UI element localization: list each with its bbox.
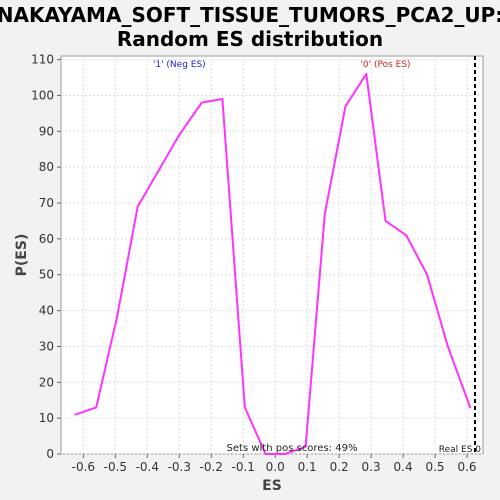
y-tick-label: 20	[39, 375, 54, 389]
x-tick-label: 0.4	[394, 460, 413, 474]
y-tick-label: 80	[39, 160, 54, 174]
annotations-layer: Real ES 0 '1' (Neg ES) '0' (Pos ES) Sets wi…	[153, 60, 481, 455]
data-point	[469, 406, 472, 409]
x-tick-label: -0.5	[104, 460, 127, 474]
y-tick-label: 70	[39, 196, 54, 210]
y-tick-label: 110	[31, 53, 54, 67]
chart-subtitle: Random ES distribution	[117, 27, 383, 51]
data-point	[264, 453, 267, 455]
y-tick-label: 100	[31, 88, 54, 102]
y-tick-label: 90	[39, 124, 54, 138]
data-point	[426, 273, 429, 276]
data-point	[95, 406, 98, 409]
x-tick-label: -0.1	[232, 460, 255, 474]
data-point	[115, 316, 118, 319]
group-annotation: '1' (Neg ES)	[153, 60, 206, 70]
data-point	[221, 98, 224, 101]
data-point	[405, 234, 408, 237]
y-axis-label: P(ES)	[14, 234, 30, 277]
x-tick-label: 0.2	[330, 460, 349, 474]
group-annotation: '0' (Pos ES)	[360, 60, 410, 70]
data-point	[365, 72, 368, 75]
data-point	[178, 133, 181, 136]
chart-title: NAKAYAMA_SOFT_TISSUE_TUMORS_PCA2_UP:	[0, 3, 500, 27]
x-tick-label: 0.1	[298, 460, 317, 474]
x-tick-label: 0.3	[362, 460, 381, 474]
real-es-label: Real ES 0	[439, 445, 482, 455]
x-tick-label: -0.6	[72, 460, 95, 474]
plot-area	[60, 55, 484, 455]
pos-scores-footnote: Sets with pos scores: 49%	[227, 443, 358, 454]
data-point	[384, 219, 387, 222]
y-tick-label: 60	[39, 232, 54, 246]
y-tick-label: 0	[46, 447, 54, 461]
x-tick-label: 0.6	[457, 460, 476, 474]
data-point	[344, 105, 347, 108]
y-tick-label: 50	[39, 268, 54, 282]
x-tick-label: -0.4	[136, 460, 159, 474]
data-point	[446, 345, 449, 348]
data-point	[243, 406, 246, 409]
y-tick-label: 10	[39, 411, 54, 425]
x-axis-label: ES	[262, 478, 282, 494]
x-tick-label: 0.0	[266, 460, 285, 474]
y-tick-label: 40	[39, 304, 54, 318]
series-layer	[74, 56, 477, 455]
x-tick-label: 0.5	[425, 460, 444, 474]
data-point	[323, 212, 326, 215]
data-point	[200, 101, 203, 104]
data-point	[304, 445, 307, 448]
data-point	[136, 205, 139, 208]
data-point	[283, 453, 286, 455]
axis-ticks: 0 10 20 30 40 50 60 70 80 90 100 110 -0.6 -0.5 -0.4 -0.…	[31, 53, 476, 474]
x-tick-label: -0.3	[168, 460, 191, 474]
data-point	[74, 413, 77, 416]
y-tick-label: 30	[39, 339, 54, 353]
x-tick-label: -0.2	[200, 460, 223, 474]
